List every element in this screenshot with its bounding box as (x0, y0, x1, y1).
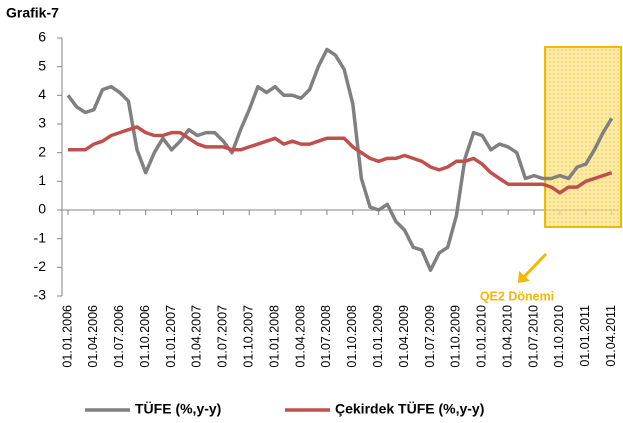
x-tick-label: 01.07.2007 (216, 305, 230, 368)
y-tick-label: 0 (38, 201, 46, 217)
x-tick-label: 01.07.2010 (526, 305, 540, 368)
y-tick-label: 5 (38, 57, 46, 73)
y-tick-label: 6 (38, 29, 46, 45)
y-tick-label: 1 (38, 172, 46, 188)
x-tick-label: 01.01.2010 (475, 305, 489, 368)
x-tick-label: 01.10.2009 (449, 305, 463, 368)
x-tick-label: 01.04.2006 (86, 305, 100, 368)
y-tick-label: 4 (38, 86, 46, 102)
x-tick-label: 01.01.2007 (164, 305, 178, 368)
highlight-box (544, 46, 622, 228)
y-tick-label: -3 (34, 287, 47, 303)
x-tick-label: 01.04.2009 (397, 305, 411, 368)
annotation-arrowhead (518, 271, 530, 283)
x-tick-label: 01.04.2008 (293, 305, 307, 368)
x-tick-label: 01.01.2008 (267, 305, 281, 368)
x-tick-label: 01.04.2010 (500, 305, 514, 368)
annotation: QE2 Dönemi (480, 289, 554, 303)
x-tick-label: 01.04.2011 (604, 305, 618, 367)
legend-label: Çekirdek TÜFE (%,y-y) (335, 401, 484, 417)
y-tick-label: 2 (38, 143, 46, 159)
x-tick-label: 01.01.2011 (578, 305, 592, 367)
x-tick-label: 01.10.2008 (345, 305, 359, 368)
x-tick-label: 01.10.2007 (242, 305, 256, 368)
legend-label: TÜFE (%,y-y) (135, 401, 221, 417)
x-tick-label: 01.07.2008 (319, 305, 333, 368)
y-tick-label: -1 (34, 229, 47, 245)
chart-title: Grafik-7 (6, 5, 59, 21)
x-tick-label: 01.01.2009 (371, 305, 385, 368)
x-tick-label: 01.10.2006 (138, 305, 152, 368)
x-tick-label: 01.01.2006 (60, 305, 74, 368)
x-tick-label: 01.04.2007 (190, 305, 204, 368)
series-line (66, 47, 614, 272)
x-tick-label: 01.10.2010 (552, 305, 566, 368)
y-tick-label: -2 (34, 258, 47, 274)
x-tick-label: 01.07.2009 (423, 305, 437, 368)
y-tick-label: 3 (38, 115, 46, 131)
x-tick-label: 01.07.2006 (112, 305, 126, 368)
annotation-arrow (521, 252, 548, 280)
series-line (68, 125, 613, 195)
